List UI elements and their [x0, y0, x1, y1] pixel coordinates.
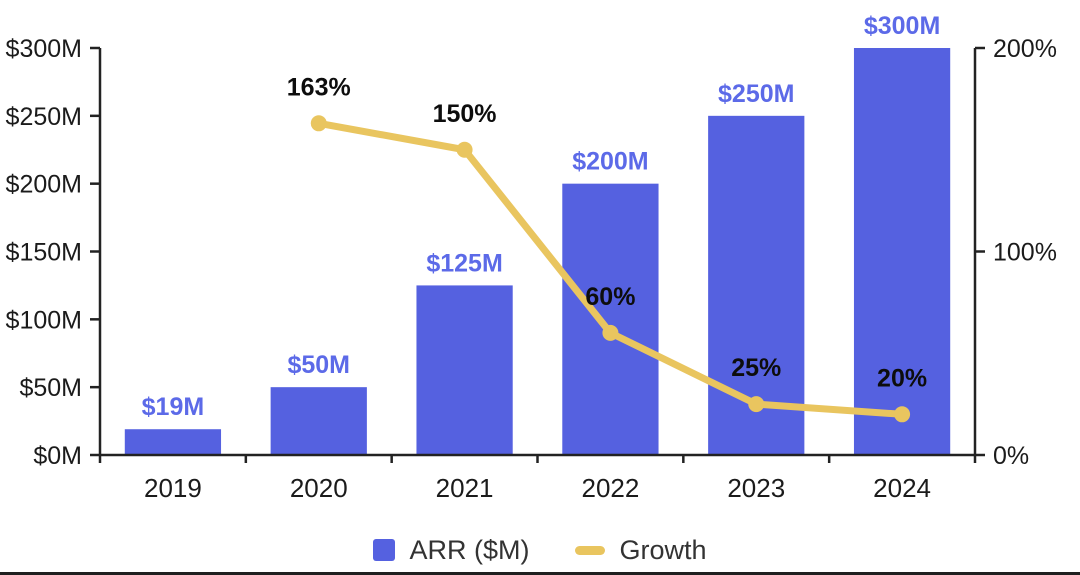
growth-point-2020: [310, 115, 327, 132]
bar-2024: [853, 48, 951, 455]
left-axis-tick-label: $100M: [6, 306, 82, 334]
legend-item-growth: Growth: [575, 534, 707, 566]
growth-label-2022: 60%: [585, 283, 635, 311]
bar-value-label-2020: $50M: [287, 351, 350, 379]
left-axis-tick-label: $300M: [6, 35, 82, 63]
arr-legend-swatch: [373, 539, 396, 561]
left-axis-tick-label: $150M: [6, 239, 82, 267]
x-axis-label-2023: 2023: [727, 473, 785, 503]
bar-value-label-2024: $300M: [864, 12, 940, 40]
right-axis-tick-label: 100%: [993, 239, 1057, 267]
growth-legend-label: Growth: [619, 534, 707, 565]
left-axis-tick-label: $250M: [6, 103, 82, 131]
x-axis-label-2024: 2024: [873, 473, 931, 503]
right-axis-tick-label: 200%: [993, 35, 1057, 63]
bar-2019: [124, 429, 222, 455]
right-axis-tick-label: 0%: [993, 442, 1029, 470]
growth-label-2021: 150%: [433, 100, 497, 128]
chart-legend: ARR ($M) Growth: [0, 524, 1080, 575]
growth-point-2021: [456, 141, 473, 158]
growth-point-2024: [894, 406, 911, 423]
left-axis-tick-label: $50M: [19, 374, 82, 402]
x-axis-label-2019: 2019: [144, 473, 202, 503]
bar-value-label-2023: $250M: [718, 80, 794, 108]
growth-legend-swatch: [575, 545, 606, 555]
growth-label-2024: 20%: [877, 364, 927, 392]
bar-2022: [562, 183, 659, 455]
growth-label-2020: 163%: [287, 73, 351, 101]
bar-2021: [416, 285, 513, 455]
arr-legend-label: ARR ($M): [409, 534, 530, 565]
growth-label-2023: 25%: [731, 354, 781, 382]
growth-point-2023: [748, 396, 765, 413]
left-axis-tick-label: $200M: [6, 171, 82, 199]
x-axis-label-2020: 2020: [290, 473, 348, 503]
bar-value-label-2019: $19M: [142, 393, 205, 421]
bar-2020: [270, 387, 367, 455]
left-axis-tick-label: $0M: [33, 442, 82, 470]
legend-item-arr: ARR ($M): [373, 535, 529, 566]
growth-point-2022: [602, 324, 619, 341]
bar-value-label-2022: $200M: [572, 148, 648, 176]
bottom-frame-edge: [0, 572, 1080, 575]
bar-value-label-2021: $125M: [426, 249, 502, 277]
x-axis-label-2022: 2022: [581, 473, 639, 503]
x-axis-label-2021: 2021: [436, 473, 494, 503]
